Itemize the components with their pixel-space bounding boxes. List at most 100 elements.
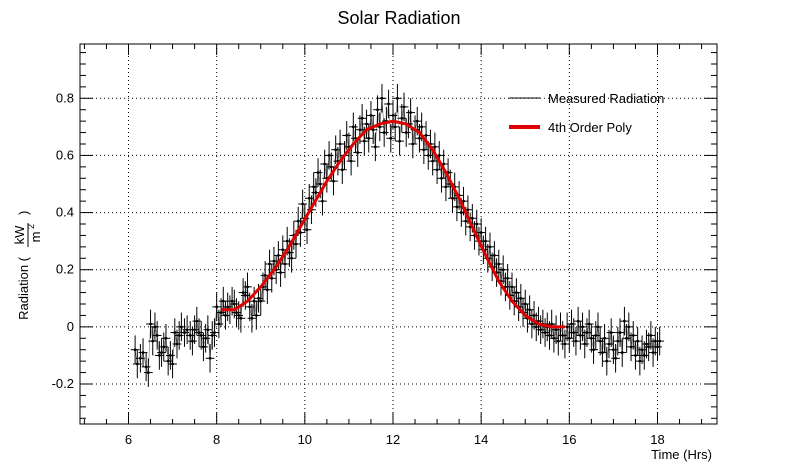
data-marker: [578, 334, 582, 337]
data-marker: [651, 351, 655, 354]
data-marker: [287, 251, 291, 254]
data-marker: [620, 351, 624, 354]
data-point: [507, 272, 517, 302]
data-marker: [455, 205, 459, 209]
y-axis-title-suffix: ): [16, 211, 31, 215]
data-marker: [351, 125, 355, 129]
data-marker: [296, 219, 300, 223]
data-point: [148, 326, 158, 356]
data-marker: [484, 239, 487, 243]
data-marker: [246, 285, 249, 289]
data-point: [335, 129, 345, 159]
data-marker: [466, 208, 470, 212]
y-axis-title-denominator: m: [28, 232, 43, 243]
data-marker: [581, 325, 584, 329]
data-marker: [567, 336, 571, 340]
y-tick-label: 0.2: [56, 262, 74, 277]
data-point: [161, 324, 171, 353]
data-marker: [314, 191, 318, 194]
data-marker: [380, 96, 384, 100]
data-marker: [177, 334, 181, 337]
data-marker: [371, 128, 375, 132]
data-marker: [532, 314, 536, 317]
data-marker: [237, 314, 241, 317]
data-marker: [539, 328, 543, 332]
data-marker: [151, 339, 155, 343]
data-point: [201, 324, 211, 353]
data-marker: [609, 331, 613, 334]
data-marker: [188, 334, 192, 337]
data-marker: [248, 305, 252, 309]
data-point: [635, 346, 645, 376]
data-point: [298, 189, 308, 219]
data-point: [452, 192, 462, 222]
data-marker: [424, 134, 428, 137]
data-marker: [552, 336, 556, 340]
data-marker: [543, 331, 547, 334]
data-point: [408, 129, 418, 159]
data-point: [512, 278, 521, 307]
data-marker: [329, 165, 333, 169]
y-tick-label: -0.2: [52, 376, 74, 391]
data-point: [130, 335, 140, 364]
data-point: [236, 304, 246, 333]
data-marker: [431, 159, 435, 163]
data-marker: [589, 336, 593, 340]
data-marker: [210, 334, 214, 337]
data-marker: [217, 322, 221, 326]
data-point: [476, 218, 486, 247]
legend-label-fit: 4th Order Poly: [548, 120, 632, 135]
x-tick-label: 6: [125, 432, 132, 447]
data-point: [370, 132, 380, 162]
data-marker: [656, 345, 659, 349]
data-marker: [596, 325, 600, 329]
data-marker: [598, 339, 602, 343]
data-point: [170, 318, 180, 347]
data-marker: [561, 334, 565, 337]
data-marker: [224, 314, 227, 317]
data-point: [287, 244, 297, 273]
data-marker: [433, 145, 437, 149]
data-marker: [501, 268, 505, 272]
data-marker: [556, 339, 560, 343]
data-marker: [550, 322, 554, 326]
data-point: [564, 324, 574, 353]
data-point: [154, 341, 164, 370]
data-marker: [404, 131, 408, 134]
data-point: [205, 344, 215, 373]
data-point: [569, 318, 579, 347]
data-marker: [340, 168, 344, 172]
data-marker: [464, 219, 468, 223]
data-marker: [479, 231, 483, 234]
data-marker: [206, 328, 210, 332]
data-point: [238, 278, 248, 307]
data-marker: [362, 139, 366, 143]
data-marker: [373, 145, 377, 149]
data-marker: [402, 105, 406, 109]
data-marker: [627, 325, 631, 329]
data-point: [353, 138, 363, 167]
plot-frame: [79, 43, 718, 425]
data-point: [190, 315, 200, 344]
data-point: [633, 326, 643, 356]
data-marker: [141, 351, 145, 354]
data-point: [143, 358, 153, 387]
data-marker: [618, 331, 622, 334]
data-point: [392, 84, 402, 113]
data-marker: [395, 96, 399, 100]
data-marker: [475, 222, 479, 226]
y-tick-label: 0.4: [56, 205, 74, 220]
data-marker: [554, 328, 558, 332]
data-marker: [459, 211, 463, 214]
data-marker: [270, 276, 274, 280]
data-marker: [232, 302, 236, 306]
data-point: [221, 301, 230, 330]
data-point: [575, 321, 585, 350]
data-marker: [204, 336, 208, 340]
data-marker: [283, 262, 287, 266]
data-marker: [382, 131, 386, 134]
data-marker: [594, 334, 598, 337]
data-marker: [605, 359, 609, 363]
data-point: [373, 95, 382, 124]
